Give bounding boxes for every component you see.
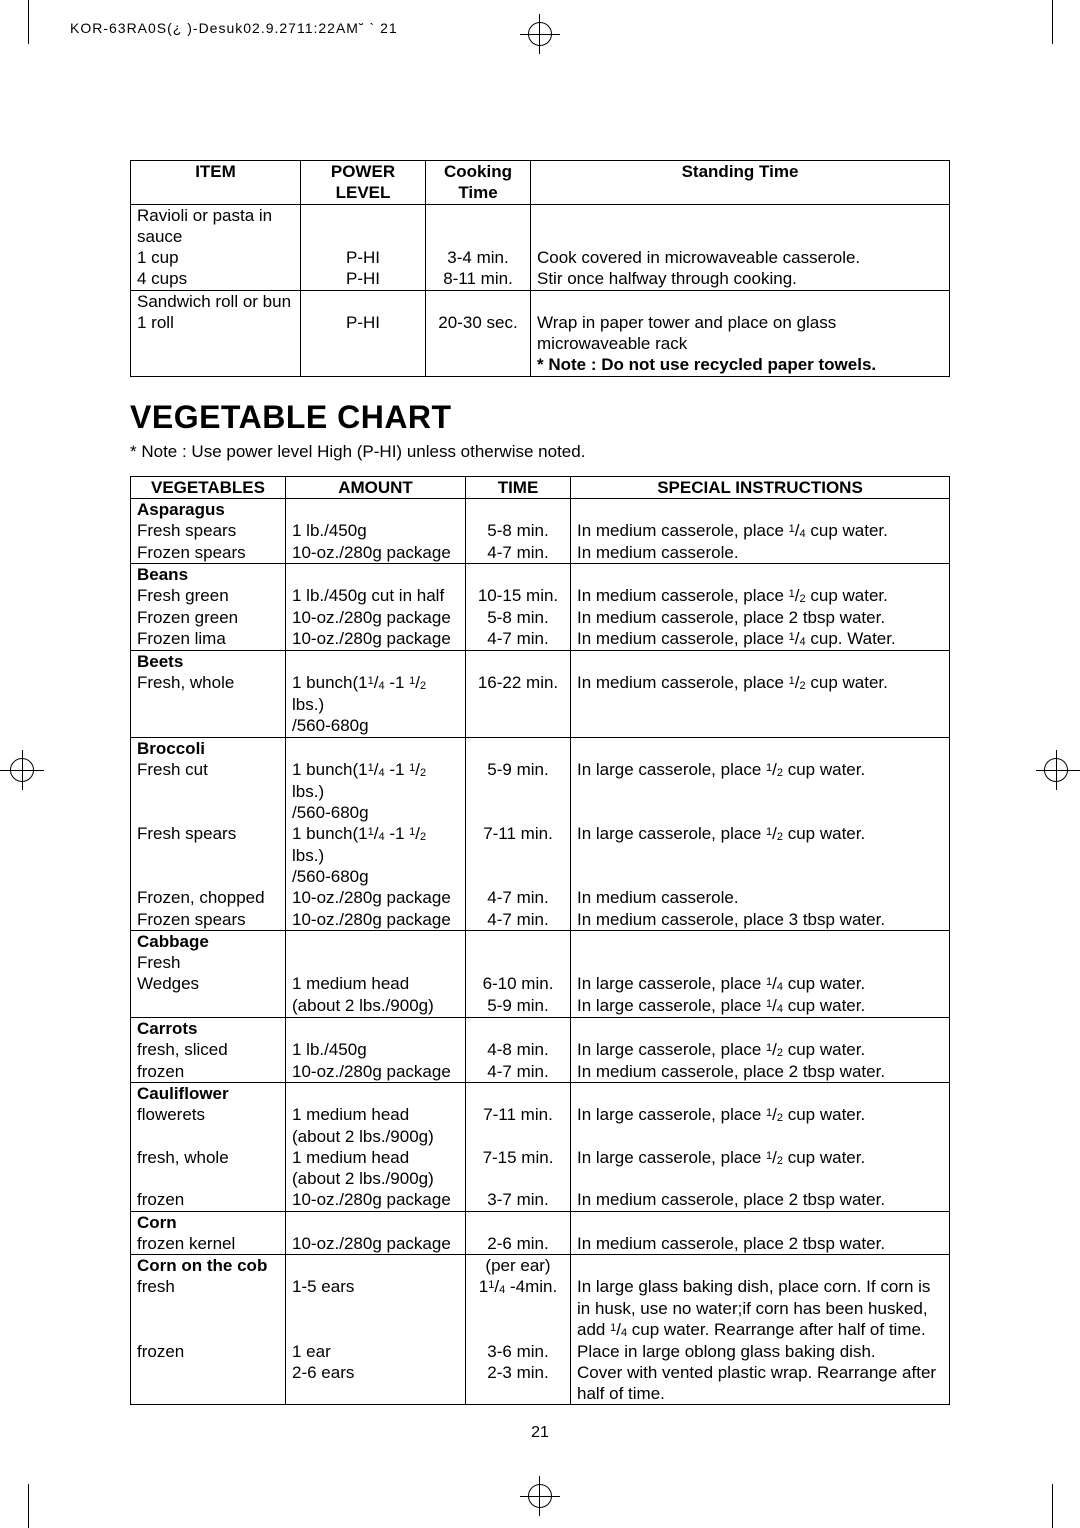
page: KOR-63RA0S(¿ )-Desuk02.9.2711:22AM˘ ` 21… xyxy=(0,0,1080,1528)
page-number: 21 xyxy=(130,1424,950,1442)
table-row: frozen kernel10-oz./280g package2-6 min.… xyxy=(131,1233,950,1255)
table-row: Frozen, chopped10-oz./280g package4-7 mi… xyxy=(131,887,950,908)
table-row: Beans xyxy=(131,564,950,586)
table-row: Frozen lima10-oz./280g package4-7 min.In… xyxy=(131,628,950,650)
table-row: Fresh green1 lb./450g cut in half10-15 m… xyxy=(131,585,950,607)
table-row: Sandwich roll or bun xyxy=(131,290,301,312)
table-row: Cauliflower xyxy=(131,1083,950,1105)
table-row: fresh, sliced1 lb./450g4-8 min.In large … xyxy=(131,1039,950,1061)
table-row: Corn on the cob(per ear) xyxy=(131,1255,950,1277)
table-row: Fresh spears1 lb./450g5-8 min.In medium … xyxy=(131,520,950,542)
content-area: ITEMPOWER LEVELCooking TimeStanding Time… xyxy=(130,160,950,1405)
table-row: 2-6 ears2-3 min.Cover with vented plasti… xyxy=(131,1362,950,1405)
table-row: 4 cupsP-HI8-11 min.Stir once halfway thr… xyxy=(131,268,950,290)
table-row: Fresh spears1 bunch(11/4 -1 1/2 lbs.)/56… xyxy=(131,823,950,887)
section-note: * Note : Use power level High (P-HI) unl… xyxy=(130,442,950,462)
table-row: Frozen green10-oz./280g package5-8 min.I… xyxy=(131,607,950,628)
table-row: Broccoli xyxy=(131,737,950,759)
table-row: * Note : Do not use recycled paper towel… xyxy=(131,354,950,376)
table-row: Fresh xyxy=(131,952,950,973)
table-row: Frozen spears10-oz./280g package4-7 min.… xyxy=(131,909,950,931)
table-row: flowerets1 medium head(about 2 lbs./900g… xyxy=(131,1104,950,1147)
crop-mark xyxy=(28,1484,29,1528)
crop-mark xyxy=(1052,1484,1053,1528)
reg-circle-top xyxy=(528,22,552,46)
table-row: Cabbage xyxy=(131,930,950,952)
crop-mark xyxy=(28,0,29,44)
table-row: Ravioli or pasta in sauce xyxy=(131,204,301,247)
table-row: fresh, whole1 medium head(about 2 lbs./9… xyxy=(131,1147,950,1190)
table-row: Corn xyxy=(131,1211,950,1233)
table-row: Fresh cut1 bunch(11/4 -1 1/2 lbs.)/560-6… xyxy=(131,759,950,823)
table-row: Wedges1 medium head6-10 min.In large cas… xyxy=(131,973,950,995)
table-row: frozen10-oz./280g package4-7 min.In medi… xyxy=(131,1061,950,1083)
crop-mark xyxy=(1052,0,1053,44)
reg-circle-bottom xyxy=(528,1484,552,1508)
table-row: fresh1-5 ears11/4 -4min.In large glass b… xyxy=(131,1276,950,1340)
convenience-food-table: ITEMPOWER LEVELCooking TimeStanding Time… xyxy=(130,160,950,377)
section-title: VEGETABLE CHART xyxy=(130,399,950,436)
table-row: 1 rollP-HI20-30 sec.Wrap in paper tower … xyxy=(131,312,950,355)
vegetable-chart-table: VEGETABLESAMOUNTTIMESPECIAL INSTRUCTIONS… xyxy=(130,476,950,1406)
table-row: Fresh, whole1 bunch(11/4 -1 1/2 lbs.)/56… xyxy=(131,672,950,737)
table-row: frozen10-oz./280g package3-7 min.In medi… xyxy=(131,1189,950,1211)
table-row: Beets xyxy=(131,651,950,673)
table-row: Frozen spears10-oz./280g package4-7 min.… xyxy=(131,542,950,564)
reg-circle-left xyxy=(10,758,34,782)
table-row: Asparagus xyxy=(131,498,950,520)
print-header: KOR-63RA0S(¿ )-Desuk02.9.2711:22AM˘ ` 21 xyxy=(70,20,398,36)
table-row: Carrots xyxy=(131,1017,950,1039)
reg-circle-right xyxy=(1044,758,1068,782)
table-row: 1 cupP-HI3-4 min.Cook covered in microwa… xyxy=(131,247,950,268)
table-row: (about 2 lbs./900g)5-9 min.In large cass… xyxy=(131,995,950,1017)
table-row: frozen1 ear3-6 min.Place in large oblong… xyxy=(131,1341,950,1362)
